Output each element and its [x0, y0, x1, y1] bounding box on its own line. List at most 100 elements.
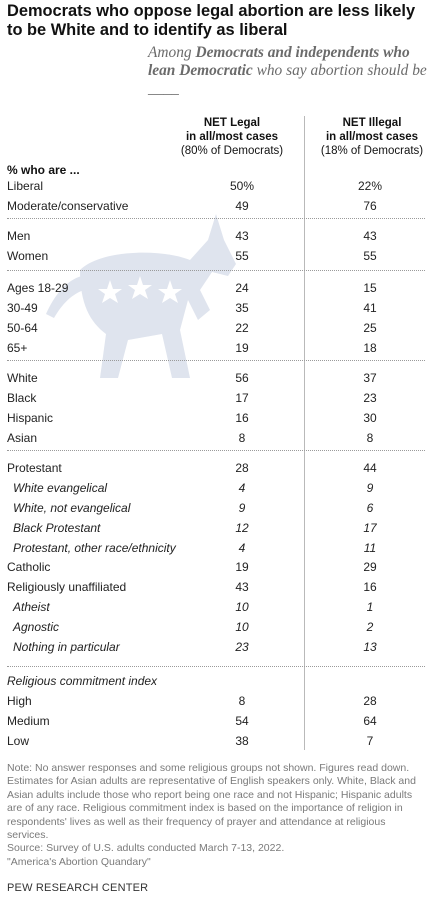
table-row: Liberal 50% 22% — [0, 176, 432, 196]
column-header-legal: NET Legal in all/most cases (80% of Demo… — [170, 116, 294, 158]
group-separator — [7, 270, 425, 271]
table-row: High 8 28 — [0, 691, 432, 711]
value-net-illegal: 55 — [363, 249, 377, 263]
value-net-legal: 23 — [235, 640, 249, 654]
value-net-legal: 8 — [238, 694, 246, 708]
source-text: Source: Survey of U.S. adults conducted … — [7, 842, 285, 855]
value-net-legal: 38 — [235, 734, 249, 748]
row-label: White — [7, 371, 38, 385]
table-row: Women 55 55 — [0, 246, 432, 266]
note-text: Note: No answer responses and some relig… — [7, 762, 416, 842]
column-header-legal-line1: NET Legal — [203, 117, 261, 129]
table-row: Protestant, other race/ethnicity 4 11 — [0, 538, 432, 558]
value-net-legal: 4 — [238, 541, 246, 555]
value-net-illegal: 1 — [366, 600, 374, 614]
row-label: Hispanic — [7, 411, 54, 425]
row-label: 65+ — [7, 341, 28, 355]
row-label: 50-64 — [7, 321, 38, 335]
row-label: Protestant — [7, 461, 62, 475]
democratic-donkey-icon — [46, 214, 236, 378]
row-label: Ages 18-29 — [7, 281, 69, 295]
row-label: Atheist — [13, 600, 50, 614]
value-net-illegal: 8 — [366, 431, 374, 445]
value-net-illegal: 6 — [366, 501, 374, 515]
row-label: High — [7, 694, 32, 708]
table-row: Agnostic 10 2 — [0, 617, 432, 637]
value-net-legal: 9 — [238, 501, 246, 515]
group-separator — [7, 360, 425, 361]
table-row: Asian 8 8 — [0, 428, 432, 448]
value-net-illegal: 41 — [363, 301, 377, 315]
value-net-legal: 55 — [235, 249, 249, 263]
column-header-illegal: NET Illegal in all/most cases (18% of De… — [310, 116, 432, 158]
table-row: Protestant 28 44 — [0, 458, 432, 478]
value-net-illegal: 2 — [366, 620, 374, 634]
row-label: White evangelical — [13, 481, 108, 495]
value-net-legal: 19 — [235, 560, 249, 574]
table-row: Catholic 19 29 — [0, 557, 432, 577]
value-net-legal: 56 — [235, 371, 249, 385]
value-net-legal: 4 — [238, 481, 246, 495]
table-row: White evangelical 4 9 — [0, 478, 432, 498]
value-net-illegal: 22% — [357, 179, 383, 193]
group-separator — [7, 450, 425, 451]
row-label: Agnostic — [13, 620, 60, 634]
table-row: White, not evangelical 9 6 — [0, 498, 432, 518]
row-label: Black Protestant — [13, 521, 101, 535]
percent-header-label: % who are ... — [7, 163, 80, 177]
value-net-legal: 49 — [235, 199, 249, 213]
value-net-illegal: 9 — [366, 481, 374, 495]
row-label: Protestant, other race/ethnicity — [13, 541, 176, 555]
subtitle-prefix: Among — [148, 44, 196, 61]
row-label: Religious commitment index — [7, 674, 158, 688]
chart-notes: Note: No answer responses and some relig… — [7, 762, 429, 869]
value-net-legal: 8 — [238, 431, 246, 445]
value-net-legal: 16 — [235, 411, 249, 425]
row-label: White, not evangelical — [13, 501, 131, 515]
table-row: Religious commitment index — [0, 671, 432, 691]
row-label: Catholic — [7, 560, 51, 574]
value-net-illegal: 25 — [363, 321, 377, 335]
value-net-legal: 54 — [235, 714, 249, 728]
value-net-legal: 28 — [235, 461, 249, 475]
value-net-legal: 24 — [235, 281, 249, 295]
value-net-legal: 50% — [229, 179, 255, 193]
row-label: Liberal — [7, 179, 44, 193]
table-row: Atheist 10 1 — [0, 597, 432, 617]
column-header-illegal-line3: (18% of Democrats) — [320, 145, 424, 157]
value-net-illegal: 29 — [363, 560, 377, 574]
value-net-legal: 43 — [235, 580, 249, 594]
value-net-illegal: 44 — [363, 461, 377, 475]
value-net-illegal: 30 — [363, 411, 377, 425]
value-net-illegal: 23 — [363, 391, 377, 405]
row-label: Asian — [7, 431, 38, 445]
column-header-illegal-line2: in all/most cases — [325, 131, 419, 143]
group-separator — [7, 218, 425, 219]
value-net-legal: 12 — [235, 521, 249, 535]
row-label: Black — [7, 391, 37, 405]
value-net-illegal: 64 — [363, 714, 377, 728]
report-text: "America's Abortion Quandary" — [7, 855, 151, 868]
table-row: White 56 37 — [0, 368, 432, 388]
value-net-illegal: 16 — [363, 580, 377, 594]
table-row: Hispanic 16 30 — [0, 408, 432, 428]
value-net-illegal: 11 — [363, 541, 377, 555]
value-net-illegal: 43 — [363, 229, 377, 243]
value-net-legal: 19 — [235, 341, 249, 355]
table-row: Medium 54 64 — [0, 711, 432, 731]
value-net-illegal: 28 — [363, 694, 377, 708]
table-row: Black 17 23 — [0, 388, 432, 408]
column-header-legal-line3: (80% of Democrats) — [180, 145, 284, 157]
chart-subtitle: Among Democrats and independents who lea… — [148, 44, 428, 98]
column-header-illegal-line1: NET Illegal — [342, 117, 402, 129]
table-row: Black Protestant 12 17 — [0, 518, 432, 538]
chart-title: Democrats who oppose legal abortion are … — [7, 2, 416, 39]
value-net-illegal: 18 — [363, 341, 377, 355]
table-row: 50-64 22 25 — [0, 318, 432, 338]
table-row: 30-49 35 41 — [0, 298, 432, 318]
row-label: Men — [7, 229, 31, 243]
value-net-legal: 35 — [235, 301, 249, 315]
group-separator — [7, 666, 425, 667]
row-label: 30-49 — [7, 301, 38, 315]
row-label: Religiously unaffiliated — [7, 580, 127, 594]
